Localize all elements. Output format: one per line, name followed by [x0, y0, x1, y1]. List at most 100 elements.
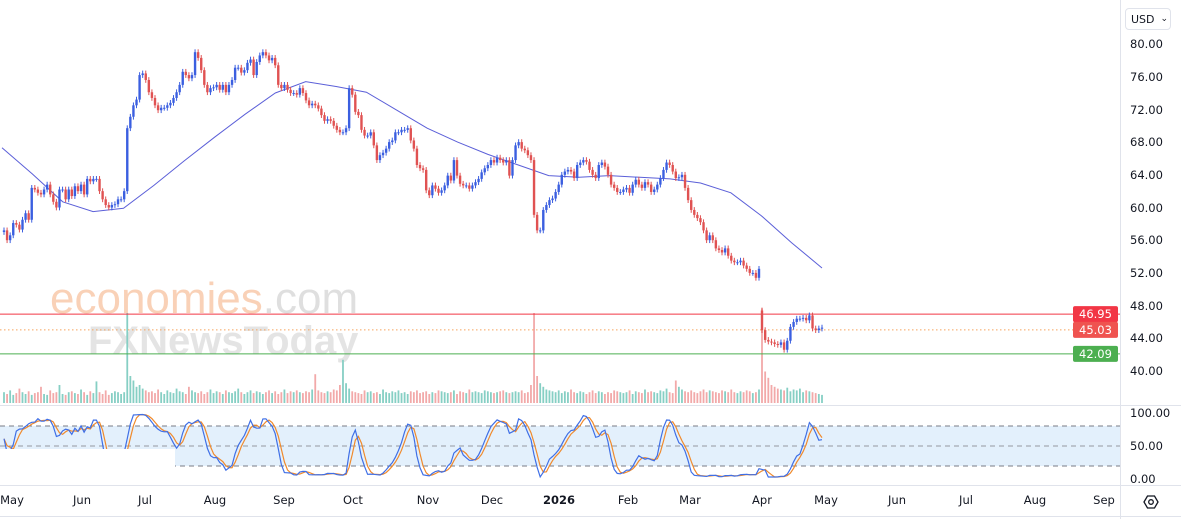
candle-body	[609, 174, 613, 185]
candle-body	[619, 191, 622, 193]
settings-gear-icon[interactable]	[1143, 495, 1159, 509]
volume-bar	[718, 393, 720, 403]
candle	[18, 221, 21, 233]
candle-body	[452, 160, 456, 181]
candle	[529, 152, 533, 163]
candle-body	[677, 177, 681, 179]
candle-body	[597, 164, 600, 179]
chevron-down-icon: ⌄	[1160, 14, 1169, 24]
volume-bar	[308, 392, 310, 403]
candle	[304, 90, 308, 104]
candle-body	[212, 87, 215, 89]
candle	[477, 176, 480, 186]
candle	[730, 252, 733, 264]
volume-bar	[736, 393, 739, 403]
stoch-tick: 50.00	[1130, 439, 1163, 453]
candle-body	[498, 157, 502, 161]
time-label: Feb	[618, 493, 638, 507]
volume-bar	[83, 392, 86, 403]
candle-body	[465, 185, 468, 187]
candle-body	[686, 187, 690, 201]
volume-bar	[668, 392, 671, 403]
candle-body	[196, 52, 200, 58]
candle-body	[366, 135, 369, 137]
stochastic-axis[interactable]: 100.00 50.00 0.00	[1130, 406, 1170, 486]
candle-body	[434, 185, 437, 189]
candle-body	[391, 140, 394, 143]
volume-bar	[166, 390, 169, 403]
candle	[203, 67, 206, 88]
candle	[378, 152, 382, 163]
candle	[798, 315, 802, 322]
volume-bar	[542, 386, 545, 403]
candle	[344, 125, 348, 136]
volume-bar	[298, 392, 301, 403]
candle-body	[723, 248, 727, 253]
candle	[2, 227, 6, 235]
time-label: Sep	[1093, 493, 1115, 507]
price-tick: 68.00	[1130, 135, 1163, 149]
candle-body	[175, 92, 178, 98]
volume-bar	[511, 392, 514, 403]
volume-bar	[727, 392, 730, 403]
candle	[49, 181, 52, 198]
candle	[196, 49, 200, 61]
candle	[532, 157, 536, 218]
candle-body	[200, 57, 203, 71]
currency-label: USD	[1131, 12, 1155, 26]
candle	[243, 67, 246, 76]
candle-body	[30, 187, 33, 220]
price-tick: 40.00	[1130, 364, 1163, 378]
candle-body	[243, 70, 246, 73]
volume-bar	[258, 392, 261, 403]
currency-selector[interactable]: USD ⌄	[1125, 8, 1171, 30]
volume-bar	[206, 392, 209, 403]
volume-bar	[764, 371, 767, 403]
candle	[150, 89, 154, 101]
candle	[782, 339, 786, 353]
volume-bar	[80, 389, 82, 403]
candle-body	[471, 185, 474, 189]
price-axis[interactable]: 80.00 76.00 72.00 68.00 64.00 60.00 56.0…	[1130, 37, 1163, 378]
candle-body	[344, 128, 348, 133]
candle	[690, 197, 693, 213]
volume-bar	[693, 392, 696, 403]
volume-bar	[437, 390, 440, 403]
volume-bar	[462, 392, 465, 403]
candle	[122, 188, 126, 203]
candle	[754, 270, 758, 281]
candle-body	[748, 268, 751, 273]
volume-bar	[86, 394, 89, 403]
candle-body	[227, 84, 231, 93]
candle	[107, 202, 110, 211]
candle	[98, 176, 101, 195]
candle-body	[582, 160, 585, 163]
volume-bar	[745, 390, 748, 403]
candle	[634, 176, 637, 188]
candle	[817, 325, 821, 333]
candle-body	[760, 310, 764, 331]
candle	[397, 129, 400, 136]
candle-body	[310, 103, 314, 106]
candle	[705, 227, 708, 244]
candle-body	[628, 187, 631, 193]
candle	[156, 102, 160, 114]
volume-bar	[499, 391, 502, 403]
candle-body	[237, 67, 240, 69]
candle-body	[814, 328, 817, 331]
candle	[354, 91, 357, 115]
candle	[384, 145, 388, 156]
time-axis[interactable]: May Jun Jul Aug Sep Oct Nov Dec 2026 Feb…	[0, 493, 1115, 507]
candle	[665, 159, 668, 173]
time-label: Aug	[204, 493, 226, 507]
candle-body	[443, 185, 446, 191]
candle	[400, 126, 403, 136]
volume-bar	[530, 385, 532, 403]
volume-bar	[30, 394, 33, 403]
candle	[492, 157, 496, 166]
candle	[468, 182, 471, 192]
price-label-text: 45.03	[1079, 323, 1112, 337]
candle-body	[70, 189, 73, 197]
candle	[792, 319, 795, 330]
